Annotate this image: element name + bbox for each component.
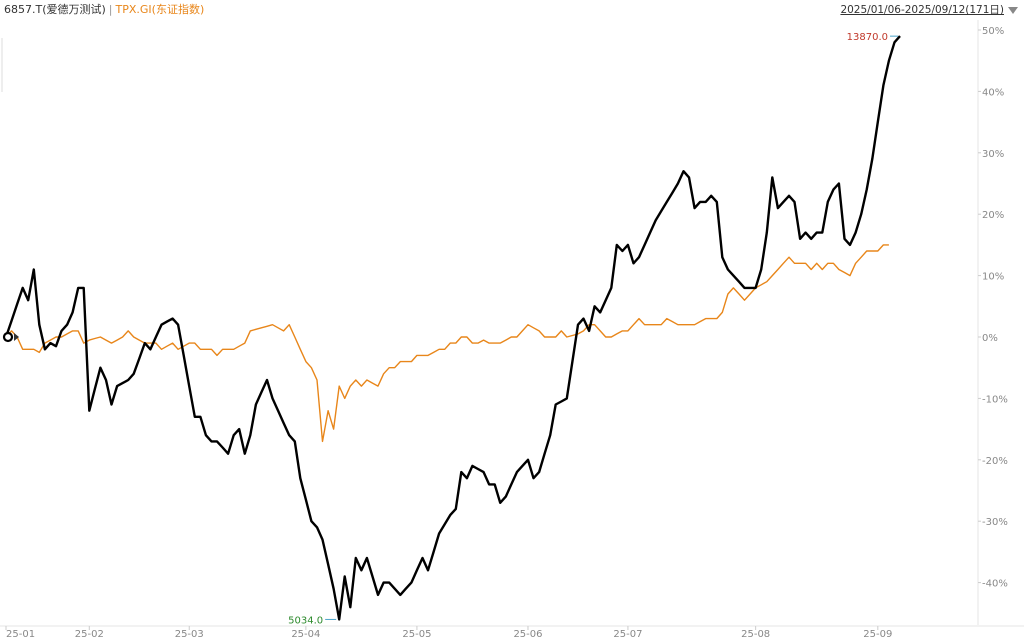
y-tick-label: 20% xyxy=(982,210,1004,221)
y-tick-label: -30% xyxy=(982,517,1008,528)
y-tick-label: 50% xyxy=(982,26,1004,37)
grid-layer xyxy=(0,20,1024,627)
start-marker xyxy=(2,331,14,343)
y-tick-label: -20% xyxy=(982,456,1008,467)
x-tick-label: 25-01 xyxy=(6,629,35,640)
max-value-label: 13870.0 xyxy=(847,32,888,43)
min-value-label: 5034.0 xyxy=(288,615,323,626)
legend-series1-label[interactable]: 6857.T(爱德万测试) xyxy=(4,3,106,16)
x-tick-label: 25-05 xyxy=(402,629,431,640)
y-tick-label: 10% xyxy=(982,272,1004,283)
y-tick-label: 30% xyxy=(982,149,1004,160)
series-line-6857 xyxy=(4,35,901,621)
y-tick-label: 0% xyxy=(982,333,998,344)
series-line-tpx xyxy=(5,244,889,443)
date-range-selector[interactable]: 2025/01/06-2025/09/12(171日) xyxy=(840,2,1018,18)
legend-series2-label[interactable]: TPX.GI(东证指数) xyxy=(115,3,205,16)
annotation-layer: 13870.0 5034.0 xyxy=(2,32,899,626)
dropdown-caret-icon[interactable] xyxy=(1008,6,1018,14)
series-layer xyxy=(4,35,901,621)
axis-layer: 50% 40% 30% 20% 10% 0% -10% -20% -30% -40% 25-01 25… xyxy=(5,26,1008,640)
x-tick-label: 25-07 xyxy=(613,629,642,640)
x-tick-label: 25-09 xyxy=(863,629,892,640)
x-tick-label: 25-02 xyxy=(75,629,104,640)
chart-legend: 6857.T(爱德万测试) | TPX.GI(东证指数) xyxy=(4,2,204,18)
x-tick-label: 25-03 xyxy=(175,629,204,640)
x-tick-label: 25-06 xyxy=(513,629,542,640)
start-arrow-icon xyxy=(14,333,19,341)
x-tick-label: 25-04 xyxy=(291,629,320,640)
x-tick-label: 25-08 xyxy=(741,629,770,640)
legend-separator: | xyxy=(108,3,113,16)
y-tick-label: -40% xyxy=(982,579,1008,590)
y-tick-label: 40% xyxy=(982,87,1004,98)
y-tick-label: -10% xyxy=(982,394,1008,405)
date-range-label[interactable]: 2025/01/06-2025/09/12(171日) xyxy=(840,4,1004,16)
